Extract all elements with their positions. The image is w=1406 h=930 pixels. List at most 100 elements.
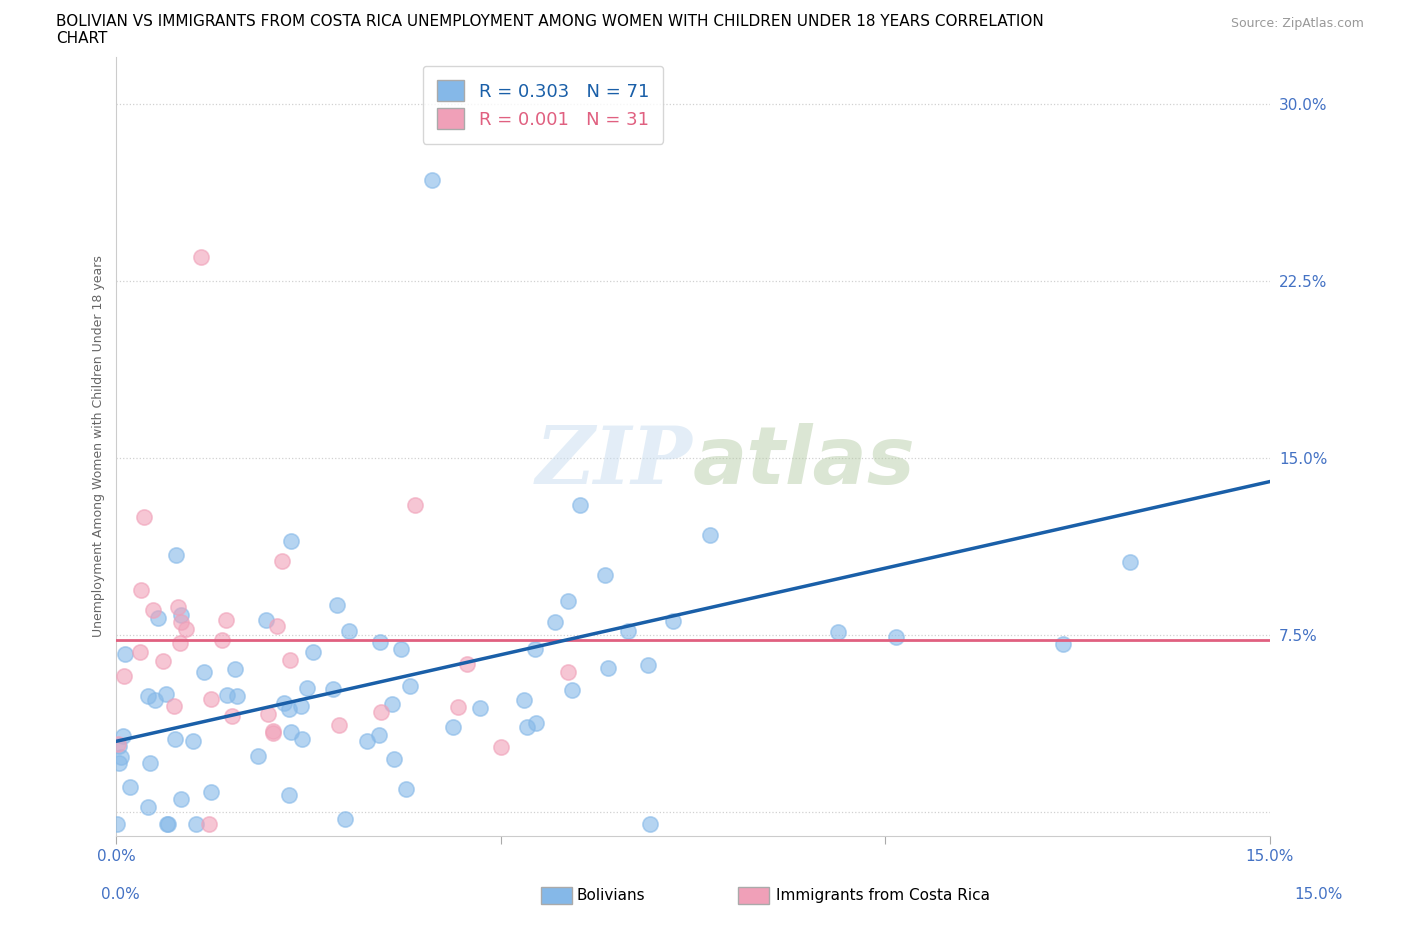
Point <box>598 660 620 675</box>
Point <box>181 734 204 749</box>
Point <box>263 724 285 738</box>
Point <box>200 785 222 800</box>
Point <box>111 729 134 744</box>
Point <box>128 644 150 659</box>
Point <box>217 688 239 703</box>
Point <box>561 683 583 698</box>
Point <box>328 718 350 733</box>
Text: 15.0%: 15.0% <box>1295 887 1343 902</box>
Point <box>266 618 288 633</box>
Point <box>170 791 193 806</box>
Point <box>184 817 207 831</box>
Point <box>420 172 443 187</box>
Point <box>637 658 659 672</box>
Point <box>215 612 238 627</box>
Point <box>262 725 284 740</box>
Point <box>278 652 301 667</box>
Point <box>163 731 186 746</box>
Point <box>280 534 302 549</box>
Point <box>544 615 567 630</box>
Point <box>699 527 721 542</box>
Point <box>226 689 249 704</box>
Point <box>516 720 538 735</box>
Point <box>155 686 177 701</box>
Point <box>322 681 344 696</box>
Point <box>557 664 579 679</box>
Point <box>557 594 579 609</box>
Text: Bolivians: Bolivians <box>576 888 645 903</box>
Point <box>118 779 141 794</box>
Point <box>356 733 378 748</box>
Point <box>254 613 277 628</box>
Text: 0.0%: 0.0% <box>101 887 141 902</box>
Point <box>513 693 536 708</box>
Point <box>211 632 233 647</box>
Point <box>193 665 215 680</box>
Point <box>129 583 152 598</box>
Point <box>595 567 617 582</box>
Point <box>827 625 849 640</box>
Point <box>141 603 163 618</box>
Point <box>399 679 422 694</box>
Point <box>200 691 222 706</box>
Point <box>638 817 661 831</box>
Point <box>884 630 907 644</box>
Point <box>277 788 299 803</box>
Point <box>167 600 190 615</box>
Point <box>165 547 187 562</box>
Point <box>108 755 131 770</box>
Point <box>524 642 547 657</box>
Point <box>290 698 312 713</box>
Point <box>271 553 294 568</box>
Point <box>291 732 314 747</box>
Point <box>138 688 160 703</box>
Point <box>404 498 426 513</box>
Point <box>169 636 191 651</box>
Text: atlas: atlas <box>693 423 915 501</box>
Point <box>335 812 357 827</box>
Point <box>395 781 418 796</box>
Text: Immigrants from Costa Rica: Immigrants from Costa Rica <box>776 888 990 903</box>
Point <box>302 644 325 659</box>
Point <box>468 701 491 716</box>
Point <box>156 817 179 831</box>
Point <box>169 614 191 629</box>
Point <box>107 738 129 753</box>
Point <box>107 817 129 831</box>
Point <box>134 510 156 525</box>
Text: CHART: CHART <box>56 31 108 46</box>
Point <box>370 705 392 720</box>
Point <box>382 751 405 766</box>
Point <box>278 702 301 717</box>
Point <box>337 624 360 639</box>
Point <box>447 699 470 714</box>
Point <box>107 737 129 751</box>
Point <box>524 716 547 731</box>
Point <box>389 642 412 657</box>
Point <box>139 755 162 770</box>
Point <box>247 749 270 764</box>
Point <box>441 720 464 735</box>
Point <box>152 654 174 669</box>
Point <box>456 657 478 671</box>
Point <box>569 498 592 512</box>
Point <box>617 623 640 638</box>
Point <box>174 621 197 636</box>
Point <box>295 681 318 696</box>
Point <box>136 800 159 815</box>
Point <box>280 724 302 739</box>
Point <box>257 706 280 721</box>
Point <box>155 817 177 831</box>
Point <box>163 698 186 713</box>
Point <box>224 661 246 676</box>
Y-axis label: Unemployment Among Women with Children Under 18 years: Unemployment Among Women with Children U… <box>93 256 105 637</box>
Legend: R = 0.303   N = 71, R = 0.001   N = 31: R = 0.303 N = 71, R = 0.001 N = 31 <box>423 66 664 144</box>
Point <box>112 669 135 684</box>
Point <box>1052 636 1074 651</box>
Point <box>221 709 243 724</box>
Point <box>190 250 212 265</box>
Point <box>1119 554 1142 569</box>
Point <box>198 817 221 831</box>
Point <box>143 692 166 707</box>
Point <box>489 739 512 754</box>
